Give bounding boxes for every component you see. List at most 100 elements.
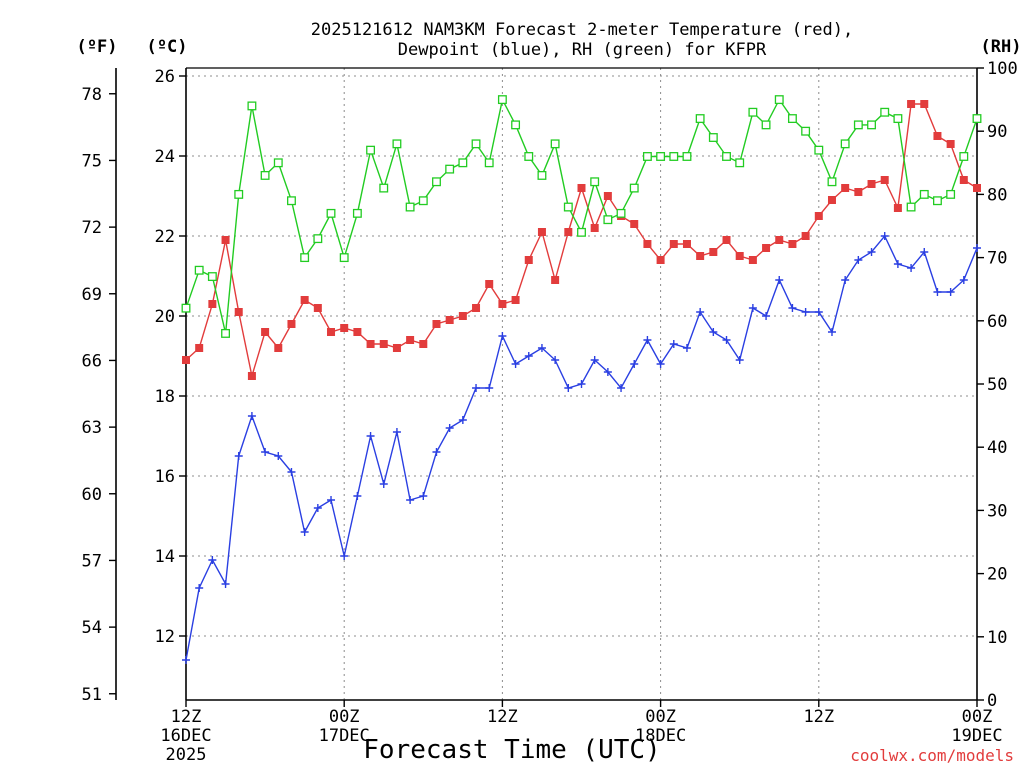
rh-point [748, 107, 758, 117]
dewpoint-point [300, 528, 309, 536]
temperature-point [762, 244, 771, 252]
temperature-point [313, 304, 322, 312]
rh-point [484, 158, 494, 168]
temperature-point [379, 340, 388, 348]
rh-point [497, 95, 507, 105]
temperature-point [392, 344, 401, 352]
rh-point [379, 183, 389, 193]
temperature-point [327, 328, 336, 336]
dewpoint-point [696, 308, 705, 316]
dewpoint-point [762, 312, 771, 320]
rh-tick-label: 0 [987, 691, 997, 711]
temperature-point [564, 228, 573, 236]
temperature-point [432, 320, 441, 328]
dewpoint-point [366, 432, 375, 440]
temperature-point [867, 180, 876, 188]
rh-axis: 0 10 20 30 40 50 60 70 80 90 100 [977, 59, 1018, 711]
dewpoint-point [195, 584, 204, 592]
dewpoint-point [577, 380, 586, 388]
dewpoint-point [498, 332, 507, 340]
dewpoint-point [630, 360, 639, 368]
rh-point [616, 208, 626, 218]
x-date-label: 19DEC [951, 726, 1002, 746]
celsius-axis: 12 14 16 18 20 22 24 26 [155, 67, 186, 647]
rh-axis-label: (RH) [981, 37, 1022, 57]
x-tick-label: 00Z [329, 707, 360, 727]
rh-point [880, 107, 890, 117]
dewpoint-point [973, 244, 981, 252]
temperature-point [841, 184, 850, 192]
dewpoint-point [247, 412, 256, 420]
rh-tick-label: 50 [987, 375, 1007, 395]
rh-point [801, 126, 811, 136]
dewpoint-point [472, 384, 481, 392]
dewpoint-point [735, 356, 744, 364]
dewpoint-point [458, 416, 467, 424]
rh-tick-label: 10 [987, 628, 1007, 648]
rh-point [972, 114, 982, 124]
dewpoint-point [261, 448, 270, 456]
x-tick-label: 00Z [962, 707, 993, 727]
x-tick-label: 12Z [487, 707, 518, 727]
x-axis-title: Forecast Time (UTC) [363, 735, 660, 765]
dewpoint-point [841, 276, 850, 284]
f-tick-label: 69 [82, 285, 102, 305]
temperature-point [973, 184, 981, 192]
dewpoint-point [907, 264, 916, 272]
x-date-label: 17DEC [319, 726, 370, 746]
dewpoint-point [775, 276, 784, 284]
rh-point [524, 152, 534, 161]
temperature-point [590, 224, 599, 232]
rh-point [405, 202, 415, 212]
f-tick-label: 75 [82, 151, 102, 171]
dewpoint-point [643, 336, 652, 344]
rh-tick-label: 100 [987, 59, 1018, 79]
rh-point [867, 120, 876, 130]
dewpoint-point [485, 384, 494, 392]
rh-point [471, 139, 481, 149]
temperature-point [406, 336, 415, 344]
series-2-meter-temperature [182, 100, 981, 380]
rh-tick-label: 70 [987, 249, 1007, 269]
rh-point [735, 158, 745, 168]
rh-point [247, 101, 257, 111]
rh-point [300, 253, 310, 263]
temperature-point [366, 340, 375, 348]
dewpoint-point [287, 468, 296, 476]
temperature-point [682, 240, 691, 248]
temperature-point [893, 204, 902, 212]
rh-point [722, 152, 731, 161]
temperature-point [511, 296, 520, 304]
rh-point [774, 95, 784, 105]
temperature-point [722, 236, 731, 244]
rh-point [906, 202, 916, 212]
f-tick-label: 60 [82, 485, 102, 505]
rh-point [827, 177, 837, 187]
temperature-point [669, 240, 678, 248]
title-line-1: 2025121612 NAM3KM Forecast 2-meter Tempe… [311, 20, 853, 40]
rh-point [366, 145, 376, 155]
credit-text: coolwx.com/models [850, 746, 1014, 765]
rh-point [919, 189, 929, 199]
dewpoint-point [327, 496, 336, 504]
celsius-axis-label: (ºC) [147, 37, 188, 57]
temperature-point [353, 328, 362, 336]
temperature-point [445, 316, 454, 324]
rh-point [642, 152, 652, 161]
rh-point [959, 152, 969, 161]
fahrenheit-axis: 51 54 57 60 63 66 69 72 75 78 [82, 85, 116, 705]
rh-point [418, 196, 428, 206]
rh-point [352, 208, 362, 218]
dewpoint-point [801, 308, 810, 316]
dewpoint-point [340, 552, 349, 560]
series-layer [181, 95, 982, 664]
temperature-point [274, 344, 283, 352]
f-tick-label: 78 [82, 85, 102, 105]
series-dewpoint [182, 232, 981, 664]
dewpoint-point [603, 368, 612, 376]
dewpoint-point [274, 452, 283, 460]
temperature-point [748, 256, 757, 264]
dewpoint-point [511, 360, 520, 368]
temperature-point [287, 320, 296, 328]
rh-point [313, 234, 323, 244]
